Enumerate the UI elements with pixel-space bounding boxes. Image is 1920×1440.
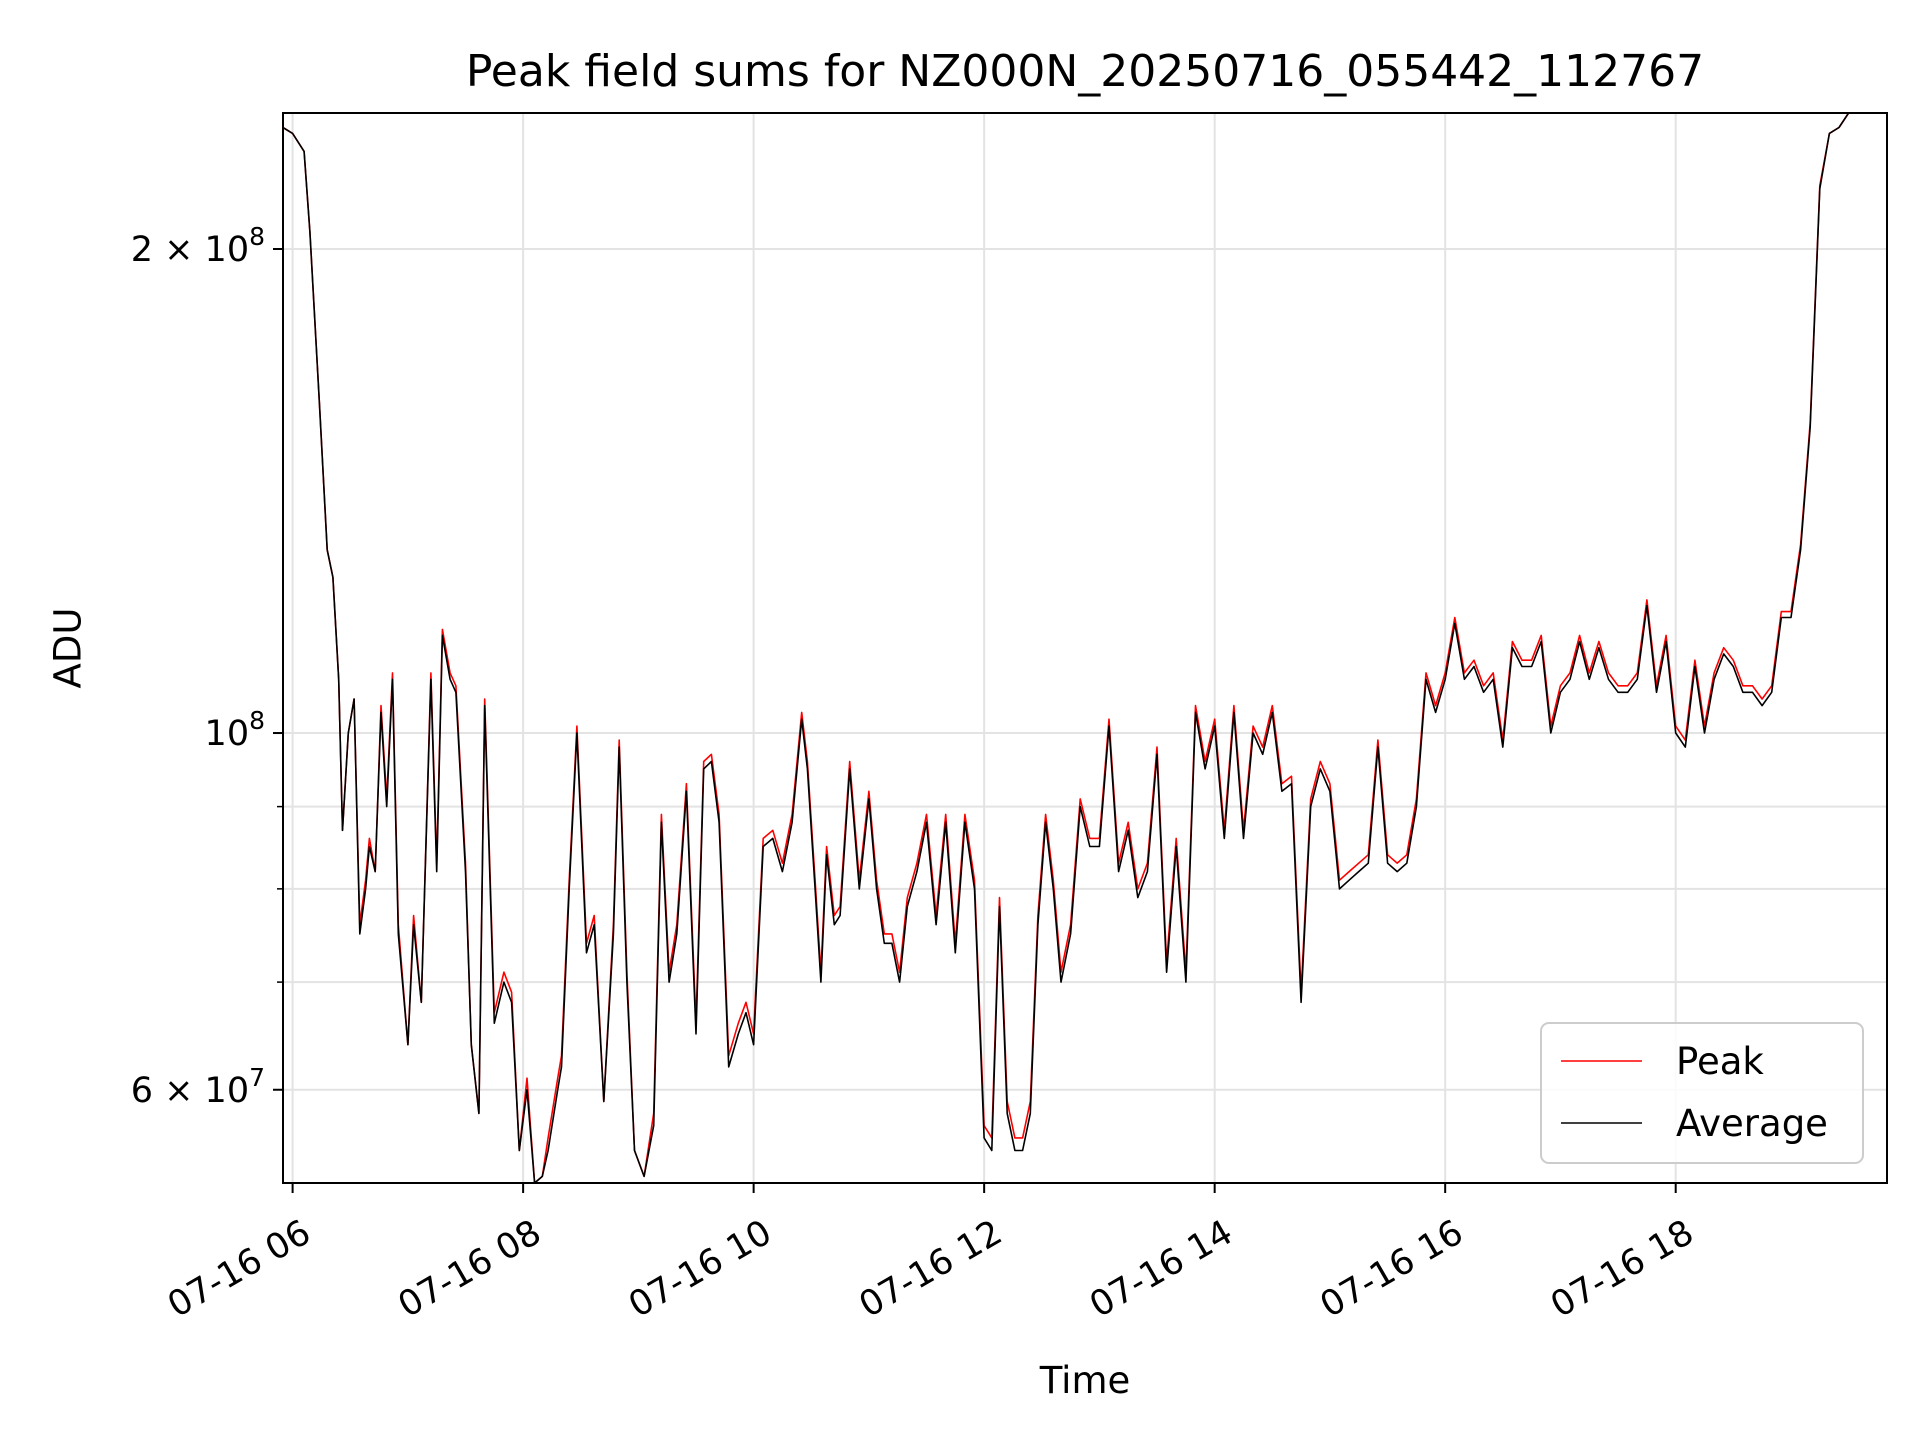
y-tick-label: 108	[205, 706, 265, 754]
legend-box	[1540, 1022, 1864, 1164]
y-tick-mantissa: 2	[131, 230, 153, 270]
plot-frame	[282, 112, 1888, 1184]
legend-label-average: Average	[1676, 1102, 1828, 1145]
y-tick-exponent: 8	[249, 222, 265, 251]
y-tick-exponent: 7	[249, 1063, 265, 1092]
legend-label-peak: Peak	[1676, 1040, 1764, 1083]
y-tick-label: 2 × 108	[131, 222, 265, 270]
legend: Peak Average	[1540, 1022, 1864, 1164]
y-axis-label: ADU	[47, 608, 90, 689]
average-series-line	[283, 113, 1850, 1183]
y-tick-mantissa: 6	[131, 1071, 153, 1111]
series-lines	[283, 113, 1850, 1183]
x-axis-label: Time	[1039, 1359, 1131, 1402]
y-tick-label: 6 × 107	[131, 1063, 265, 1111]
chart-title: Peak field sums for NZ000N_20250716_0554…	[466, 46, 1704, 97]
y-tick-exponent: 8	[249, 706, 265, 735]
grid	[283, 113, 1887, 1183]
